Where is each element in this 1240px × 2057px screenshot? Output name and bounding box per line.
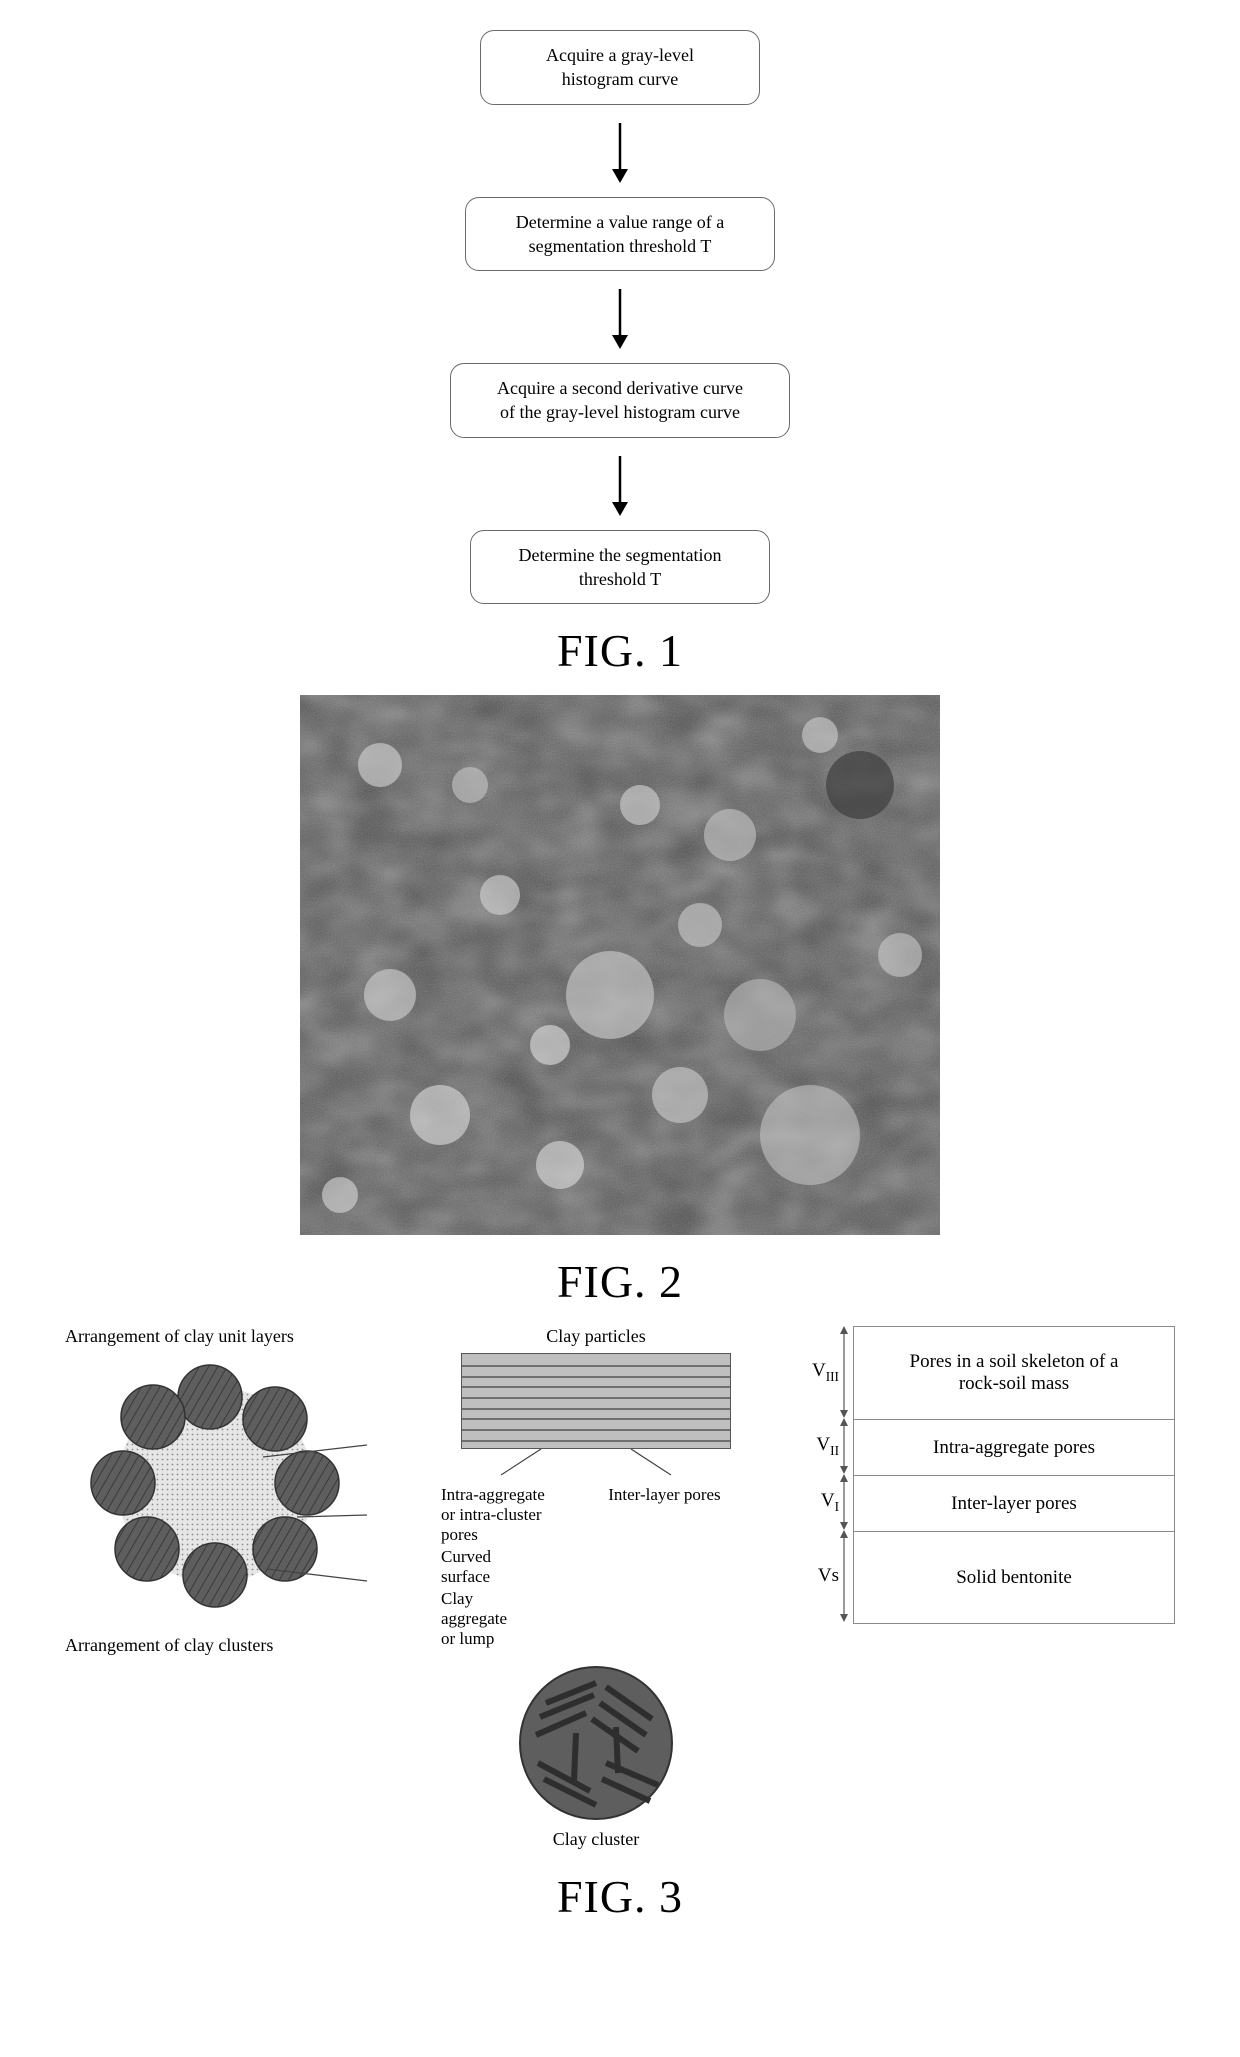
flow-arrow-3 bbox=[609, 456, 631, 516]
flow-arrow-1 bbox=[609, 123, 631, 183]
page: Acquire a gray-levelhistogram curve Deter… bbox=[0, 30, 1240, 1923]
layer-line bbox=[462, 1386, 730, 1388]
flow-step-4: Determine the segmentationthreshold T bbox=[470, 530, 770, 605]
aggregate-label-row: Clayaggregateor lump . bbox=[441, 1589, 751, 1649]
fig2-label: FIG. 2 bbox=[0, 1255, 1240, 1308]
sem-texture bbox=[300, 695, 940, 1235]
fig1-label: FIG. 1 bbox=[0, 624, 1240, 677]
volume-box-2: Intra-aggregate pores bbox=[854, 1419, 1174, 1475]
sem-spot bbox=[364, 969, 416, 1021]
flow-step-3: Acquire a second derivative curveof the … bbox=[450, 363, 790, 438]
clay-cluster bbox=[275, 1451, 339, 1515]
clay-cluster-circle-wrap: Clay cluster bbox=[441, 1663, 751, 1850]
layered-labels: Intra-aggregateor intra-clusterpores Int… bbox=[441, 1485, 751, 1545]
layer-line bbox=[462, 1365, 730, 1367]
sem-spot bbox=[480, 875, 520, 915]
fig3-container: Arrangement of clay unit layers bbox=[0, 1326, 1240, 1850]
layer-line bbox=[462, 1440, 730, 1442]
flow-step-2: Determine a value range of asegmentation… bbox=[465, 197, 775, 272]
sem-spot bbox=[678, 903, 722, 947]
intra-aggregate-label: Intra-aggregateor intra-clusterpores bbox=[441, 1485, 602, 1545]
curved-agg-labels: Curvedsurface . bbox=[441, 1547, 751, 1587]
clay-clusters-caption: Arrangement of clay clusters bbox=[65, 1635, 405, 1656]
inter-layer-label: Inter-layer pores bbox=[602, 1485, 751, 1545]
clay-cluster bbox=[183, 1543, 247, 1607]
volume-diagram: VIIIVIIVIVs Pores in a soil skeleton of … bbox=[791, 1326, 1175, 1624]
layer-line bbox=[462, 1376, 730, 1378]
sem-spot bbox=[724, 979, 796, 1051]
flow-arrow-2 bbox=[609, 289, 631, 349]
clay-cluster-caption: Clay cluster bbox=[553, 1829, 639, 1850]
sem-spot bbox=[652, 1067, 708, 1123]
volume-label-4: Vs bbox=[791, 1530, 853, 1622]
layer-line bbox=[462, 1408, 730, 1410]
volume-label-2: VII bbox=[791, 1418, 853, 1474]
volume-label-3: VI bbox=[791, 1474, 853, 1530]
sem-spot bbox=[878, 933, 922, 977]
sem-spot bbox=[566, 951, 654, 1039]
volume-box-4: Solid bentonite bbox=[854, 1531, 1174, 1623]
clay-particles-column: Clay particles Intra-aggregateor intra-c… bbox=[441, 1326, 751, 1850]
sem-spot bbox=[536, 1141, 584, 1189]
volume-box-1: Pores in a soil skeleton of arock-soil m… bbox=[854, 1327, 1174, 1419]
layer-line bbox=[462, 1429, 730, 1431]
fig3-label: FIG. 3 bbox=[0, 1870, 1240, 1923]
clay-clusters-column: Arrangement of clay unit layers bbox=[65, 1326, 405, 1656]
layer-line bbox=[462, 1418, 730, 1420]
layered-rect bbox=[461, 1353, 731, 1449]
flow-step-1: Acquire a gray-levelhistogram curve bbox=[480, 30, 760, 105]
volume-label-1: VIII bbox=[791, 1326, 853, 1418]
sem-spot bbox=[530, 1025, 570, 1065]
sem-spot bbox=[826, 751, 894, 819]
fig1-flowchart: Acquire a gray-levelhistogram curve Deter… bbox=[0, 30, 1240, 604]
fig2-container bbox=[0, 695, 1240, 1235]
curved-surface-label: Curvedsurface bbox=[441, 1547, 602, 1587]
clay-unit-layers-title: Arrangement of clay unit layers bbox=[65, 1326, 405, 1347]
clay-cluster bbox=[178, 1365, 242, 1429]
volume-labels-column: VIIIVIIVIVs bbox=[791, 1326, 853, 1624]
sem-spot bbox=[410, 1085, 470, 1145]
sem-image bbox=[300, 695, 940, 1235]
clay-cluster-circle bbox=[516, 1663, 676, 1823]
sem-spot bbox=[802, 717, 838, 753]
sem-spot bbox=[322, 1177, 358, 1213]
clay-cluster bbox=[243, 1387, 307, 1451]
clay-cluster bbox=[91, 1451, 155, 1515]
clay-clusters-diagram bbox=[75, 1357, 395, 1627]
sem-spot bbox=[358, 743, 402, 787]
volume-boxes-column: Pores in a soil skeleton of arock-soil m… bbox=[853, 1326, 1175, 1624]
clay-aggregate-label: Clayaggregateor lump bbox=[441, 1589, 602, 1649]
sem-spot bbox=[620, 785, 660, 825]
clay-cluster bbox=[121, 1385, 185, 1449]
sem-spot bbox=[704, 809, 756, 861]
volume-box-3: Inter-layer pores bbox=[854, 1475, 1174, 1531]
clay-cluster bbox=[115, 1517, 179, 1581]
sem-spot bbox=[452, 767, 488, 803]
clay-particles-title: Clay particles bbox=[441, 1326, 751, 1347]
layer-line bbox=[462, 1397, 730, 1399]
layered-leadlines bbox=[461, 1449, 731, 1479]
sem-spot bbox=[760, 1085, 860, 1185]
fig3-left-group: Arrangement of clay unit layers bbox=[65, 1326, 751, 1850]
